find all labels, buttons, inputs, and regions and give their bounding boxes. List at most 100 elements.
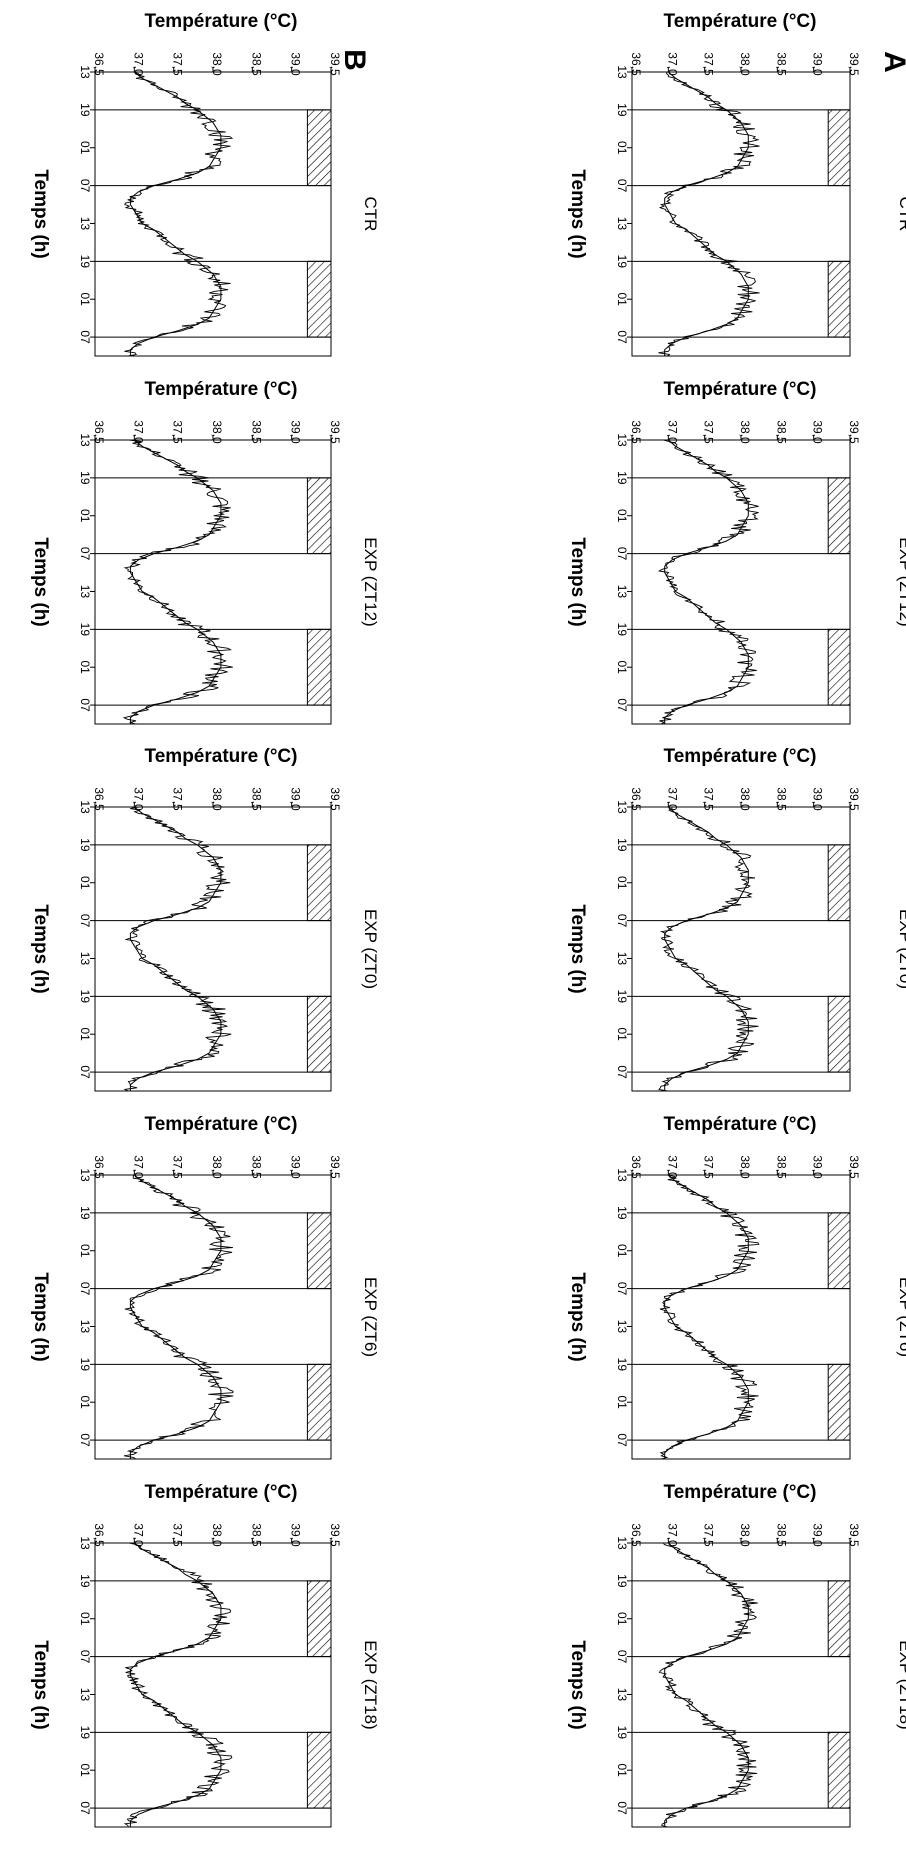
ytick-label: 38,5 — [249, 420, 263, 444]
plot-frame — [631, 71, 851, 357]
condition-label: EXP (ZT6) — [896, 1277, 906, 1357]
ytick-label: 39,0 — [289, 787, 303, 811]
dark-phase-box — [306, 109, 332, 187]
xtick-label: 13 — [615, 65, 629, 79]
chart-1-0: 36,5 37,0 37,5 38,0 38,5 39,0 39,5 13 19 01 07 13 19… — [30, 11, 380, 357]
xtick-label: 13 — [78, 433, 92, 447]
ytick-label: 39,5 — [847, 1523, 861, 1547]
mean-curve — [129, 806, 222, 1091]
dark-phase-box — [827, 260, 851, 338]
xtick-label: 07 — [78, 1433, 92, 1447]
ytick-label: 37,0 — [131, 52, 145, 76]
ytick-label: 37,0 — [665, 1155, 679, 1179]
y-axis-title: Température (°C) — [145, 1114, 298, 1135]
ytick-label: 38,5 — [774, 1155, 788, 1179]
x-axis-title: Temps (h) — [30, 904, 51, 993]
ytick-label: 37,5 — [702, 52, 716, 76]
ytick-label: 39,5 — [847, 52, 861, 76]
plot-frame — [94, 1174, 332, 1460]
xtick-label: 07 — [78, 698, 92, 712]
ytick-label: 37,0 — [665, 787, 679, 811]
ytick-label: 39,0 — [289, 420, 303, 444]
ytick-label: 36,5 — [629, 787, 643, 811]
dark-phase-box — [827, 628, 851, 706]
xtick-label: 13 — [615, 1168, 629, 1182]
plot-frame — [631, 806, 851, 1092]
xtick-label: 07 — [78, 1650, 92, 1664]
ytick-label: 38,5 — [774, 52, 788, 76]
y-axis-title: Température (°C) — [145, 379, 298, 400]
dark-phase-box — [306, 1580, 332, 1658]
xtick-label: 01 — [78, 1612, 92, 1626]
ytick-label: 39,0 — [811, 52, 825, 76]
panel-label: B — [338, 49, 371, 71]
ytick-label: 38,5 — [249, 52, 263, 76]
xtick-label: 07 — [615, 698, 629, 712]
xtick-label: 01 — [78, 141, 92, 155]
condition-label: EXP (ZT6) — [361, 1277, 380, 1357]
ytick-label: 37,5 — [171, 420, 185, 444]
dark-phase-box — [306, 628, 332, 706]
mean-curve — [129, 439, 222, 724]
dark-phase-box — [306, 1731, 332, 1809]
x-axis-title: Temps (h) — [567, 537, 588, 626]
ytick-label: 37,5 — [702, 1523, 716, 1547]
ytick-label: 39,0 — [289, 1523, 303, 1547]
xtick-label: 01 — [615, 141, 629, 155]
ytick-label: 37,0 — [665, 52, 679, 76]
xtick-label: 01 — [615, 1028, 629, 1042]
ytick-label: 37,0 — [131, 420, 145, 444]
ytick-label: 36,5 — [92, 1523, 106, 1547]
x-axis-title: Temps (h) — [567, 1272, 588, 1361]
ytick-label: 38,0 — [738, 787, 752, 811]
xtick-label: 07 — [615, 1650, 629, 1664]
ytick-label: 38,5 — [774, 420, 788, 444]
condition-label: EXP (ZT0) — [361, 909, 380, 989]
y-axis-title: Température (°C) — [145, 1482, 298, 1503]
dark-phase-box — [306, 844, 332, 922]
ytick-label: 39,5 — [847, 420, 861, 444]
xtick-label: 19 — [615, 1726, 629, 1740]
ytick-label: 38,0 — [210, 420, 224, 444]
xtick-label: 13 — [615, 433, 629, 447]
mean-curve — [664, 439, 749, 724]
xtick-label: 19 — [615, 255, 629, 269]
dark-phase-box — [827, 109, 851, 187]
raw-trace — [658, 71, 760, 357]
raw-trace — [658, 806, 759, 1092]
dark-phase-box — [827, 1363, 851, 1441]
ytick-label: 37,5 — [702, 787, 716, 811]
ytick-label: 36,5 — [629, 52, 643, 76]
dark-phase-box — [827, 1212, 851, 1290]
ytick-label: 38,0 — [210, 1523, 224, 1547]
xtick-label: 19 — [615, 1574, 629, 1588]
x-axis-title: Temps (h) — [30, 1640, 51, 1729]
mean-curve — [664, 1542, 749, 1827]
xtick-label: 01 — [615, 1244, 629, 1258]
ytick-label: 38,0 — [210, 1155, 224, 1179]
xtick-label: 07 — [615, 179, 629, 193]
xtick-label: 07 — [615, 1282, 629, 1296]
xtick-label: 19 — [78, 1358, 92, 1372]
y-axis-title: Température (°C) — [664, 1114, 817, 1135]
xtick-label: 07 — [78, 179, 92, 193]
xtick-label: 01 — [78, 1028, 92, 1042]
x-axis-title: Temps (h) — [30, 169, 51, 258]
chart-0-2: 36,5 37,0 37,5 38,0 38,5 39,0 39,5 13 19 01 07 13 19… — [567, 746, 906, 1092]
ytick-label: 37,5 — [702, 420, 716, 444]
ytick-label: 36,5 — [92, 787, 106, 811]
xtick-label: 19 — [78, 471, 92, 485]
ytick-label: 38,0 — [738, 1523, 752, 1547]
x-axis-title: Temps (h) — [30, 1272, 51, 1361]
ytick-label: 39,5 — [328, 52, 342, 76]
xtick-label: 19 — [78, 1574, 92, 1588]
mean-curve — [664, 806, 749, 1091]
chart-0-3: 36,5 37,0 37,5 38,0 38,5 39,0 39,5 13 19 01 07 13 19… — [567, 1114, 906, 1460]
ytick-label: 38,5 — [774, 787, 788, 811]
x-axis-title: Temps (h) — [567, 904, 588, 993]
raw-trace — [123, 806, 232, 1092]
xtick-label: 01 — [615, 876, 629, 890]
ytick-label: 39,5 — [328, 420, 342, 444]
condition-label: EXP (ZT18) — [896, 1640, 906, 1729]
chart-1-3: 36,5 37,0 37,5 38,0 38,5 39,0 39,5 13 19 01 07 13 19… — [30, 1114, 380, 1460]
